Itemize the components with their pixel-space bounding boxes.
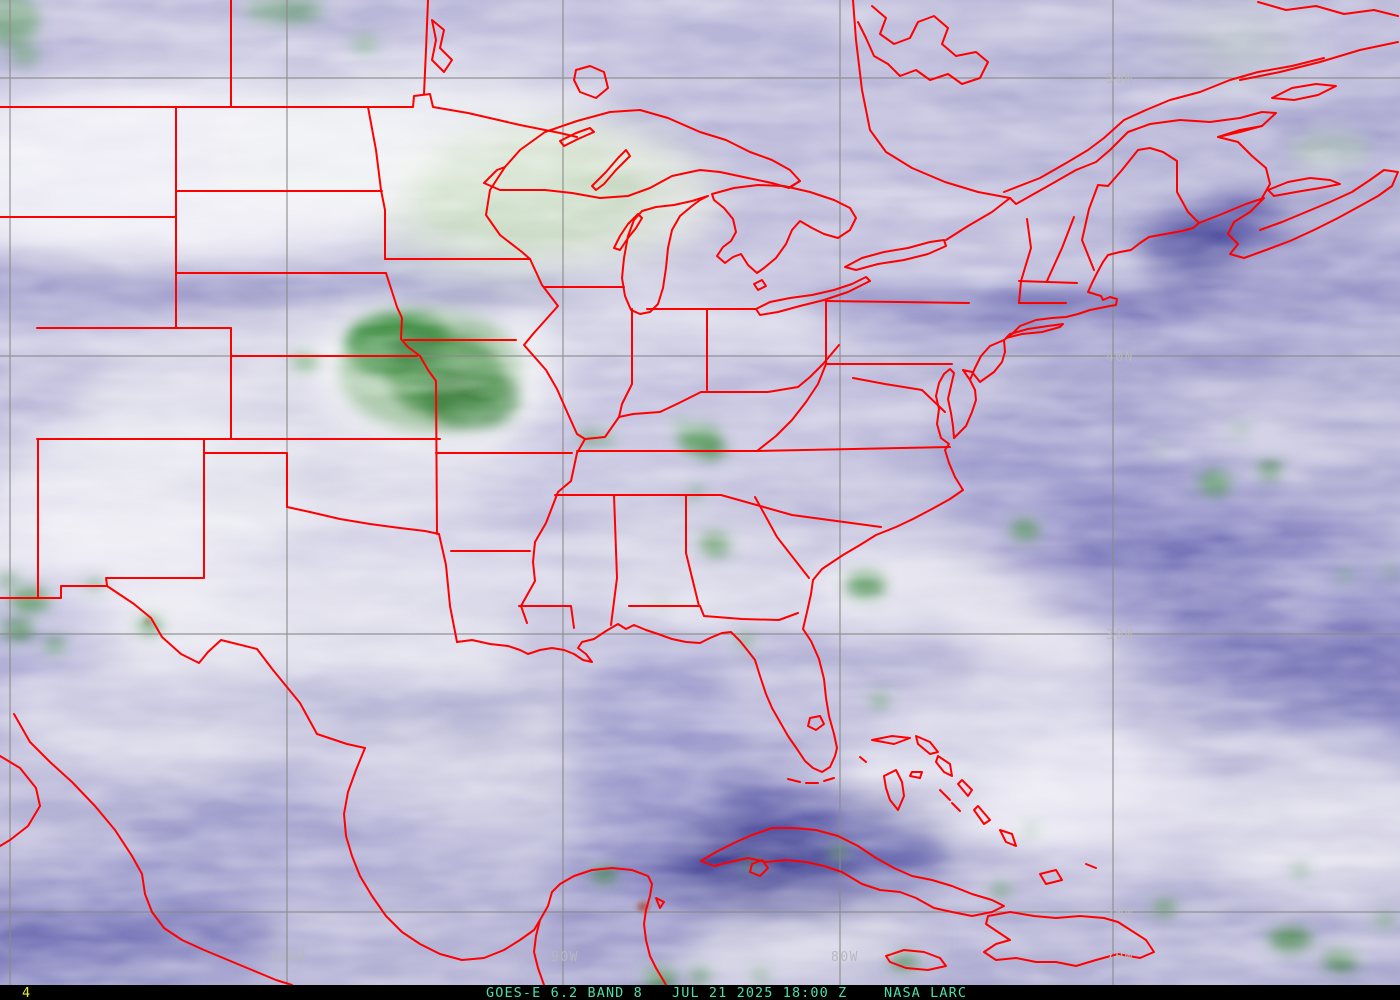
yucatan-peninsula	[533, 867, 667, 985]
rio-grande	[106, 585, 366, 749]
baja-california-tip	[0, 755, 41, 847]
border-nj-delaware-river	[969, 339, 1005, 381]
border-mo-ks-ok-east	[419, 355, 438, 535]
border-ga-sc	[754, 496, 810, 579]
border-tx-east	[438, 533, 458, 643]
lake-okeechobee	[807, 715, 825, 731]
label-lon-70w: 70W	[1106, 950, 1134, 965]
potomac-river	[852, 377, 946, 413]
bahamas-new-providence	[909, 771, 923, 779]
keweenaw-peninsula	[591, 149, 631, 191]
border-ny-vt-champlain	[1018, 218, 1032, 304]
isle-of-youth	[749, 859, 769, 877]
bahamas-eleuthera	[935, 755, 953, 777]
bahamas-abaco	[915, 735, 939, 755]
anticosti-island	[1271, 83, 1337, 101]
label-lon-80w: 80W	[831, 950, 859, 965]
lake-ontario	[844, 239, 947, 271]
long-island	[1005, 323, 1064, 339]
frame-number: 4	[22, 985, 32, 1000]
border-maine-canada	[1088, 147, 1200, 224]
florida-keys	[787, 777, 835, 784]
lake-huron	[711, 184, 857, 274]
bahamas-cat-island	[957, 779, 973, 797]
border-nc-sc	[720, 494, 882, 528]
border-ontario-quebec	[852, 0, 1011, 199]
lake-of-the-woods	[431, 19, 453, 73]
bahamas-crooked	[999, 829, 1017, 847]
border-fl-north	[628, 605, 799, 621]
mexico-pacific-coast	[13, 713, 293, 985]
caption-timestamp: JUL 21 2025 18:00 Z	[672, 985, 848, 1000]
lake-nipigon	[573, 65, 609, 99]
caption-credit: NASA LARC	[884, 985, 968, 1000]
border-nm-east-103w	[105, 438, 205, 586]
hispaniola	[983, 911, 1155, 967]
cuba	[700, 827, 1005, 917]
label-lon-100w: 100W	[268, 950, 305, 965]
lake-st-clair	[753, 279, 767, 291]
label-lat-40n: 40N	[1106, 350, 1134, 365]
ontario-lakes-north	[857, 5, 989, 85]
label-lon-90w: 90W	[551, 950, 579, 965]
caption-bar: 4 GOES-E 6.2 BAND 8 JUL 21 2025 18:00 Z …	[0, 985, 1400, 1000]
bahamas-andros	[883, 769, 905, 811]
border-me-nh	[1081, 208, 1095, 271]
jamaica	[885, 949, 947, 971]
border-wv-va-front	[756, 363, 827, 452]
mexico-gulf-coast	[343, 747, 541, 961]
label-lat-30n: 30N	[1106, 628, 1134, 643]
grid-labels: 50N 40N 30N 20N 100W 90W 80W 70W	[268, 72, 1134, 965]
isle-royale	[559, 127, 595, 147]
mississippi-river	[485, 166, 586, 624]
border-ny-ontario	[945, 197, 1011, 241]
st-marys-river	[789, 180, 801, 188]
label-lat-20n: 20N	[1106, 906, 1134, 921]
bahamas-long-island	[973, 805, 991, 825]
bahamas-inagua	[1039, 869, 1063, 885]
bahamas-bimini	[859, 756, 867, 763]
red-river-ok-tx	[286, 506, 440, 535]
turks-caicos	[1085, 863, 1097, 869]
lake-michigan	[621, 195, 709, 315]
border-us-canada-49n	[0, 93, 578, 138]
red-river-mn-nd	[367, 106, 386, 260]
border-il-in	[618, 308, 633, 418]
bahamas-grand-bahama	[871, 735, 911, 745]
border-ontario-manitoba	[423, 0, 429, 95]
border-al-ga	[685, 494, 700, 607]
border-ms-al	[610, 494, 618, 626]
border-vt-nh-ct-river	[1046, 216, 1075, 282]
missouri-river-ne-ia	[385, 272, 421, 357]
green-bay	[613, 213, 643, 251]
border-ma-nh	[1018, 280, 1078, 284]
new-brunswick-gulf-shore	[1217, 125, 1271, 199]
newfoundland-coast	[1257, 1, 1399, 17]
border-pa-ny-42n	[825, 300, 970, 304]
border-nm-west-bootheel	[37, 438, 108, 599]
bahamas-exumas	[939, 789, 961, 812]
st-lawrence-north-shore	[1003, 57, 1325, 193]
prince-edward-island	[1267, 177, 1341, 197]
label-lat-50n: 50N	[1106, 72, 1134, 87]
quebec-north-shore-gulf	[1239, 41, 1399, 81]
nova-scotia-fundy	[1198, 169, 1399, 259]
lake-erie	[755, 276, 871, 316]
coast-gulf-atlantic	[456, 222, 1200, 773]
border-la-ms-31n	[518, 605, 575, 629]
caption-product: GOES-E 6.2 BAND 8	[486, 985, 643, 1000]
border-ok-panhandle	[203, 452, 288, 508]
st-lawrence-south-shore	[1009, 111, 1277, 205]
cozumel	[655, 897, 665, 909]
